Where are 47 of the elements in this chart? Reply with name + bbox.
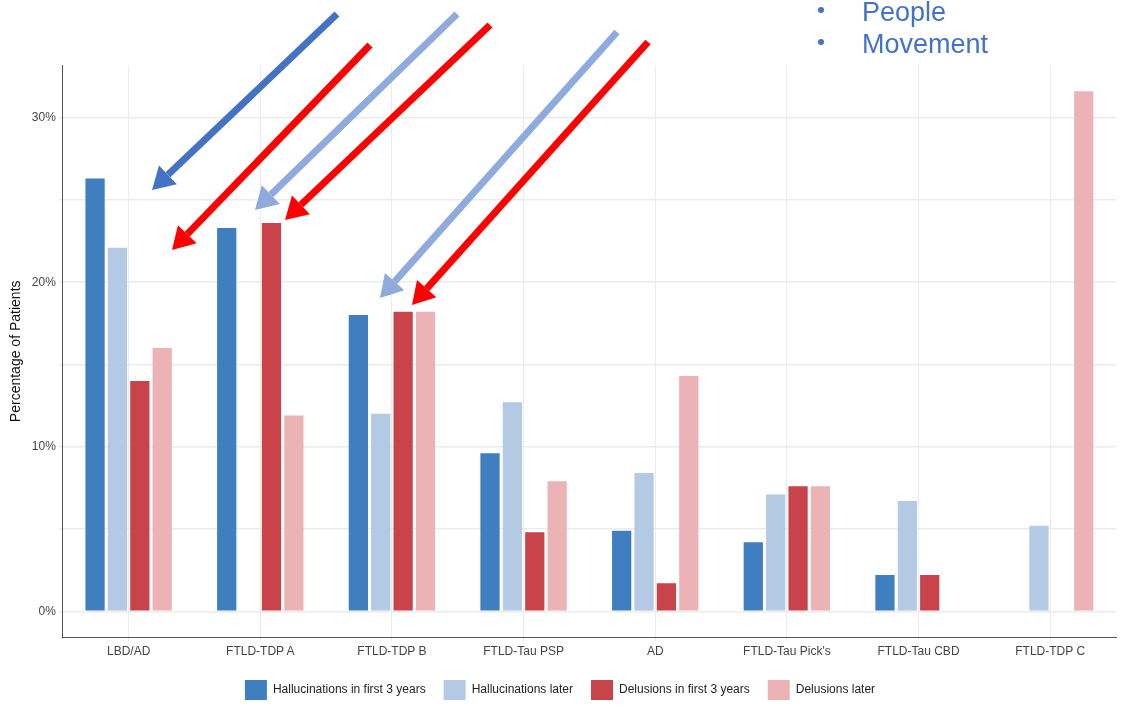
bar	[107, 247, 128, 611]
y-tick-label: 0%	[38, 603, 57, 618]
x-tick-label: FTLD-TDP B	[357, 644, 427, 659]
bar	[766, 494, 786, 611]
bar	[502, 402, 523, 611]
x-tick-label: LBD/AD	[106, 644, 151, 659]
bar	[1074, 91, 1094, 611]
bar	[547, 481, 567, 611]
bar	[810, 486, 831, 611]
x-tick-label: FTLD-TDP C	[1015, 644, 1086, 659]
bar	[788, 486, 808, 611]
legend-label: Hallucinations in first 3 years	[272, 682, 426, 697]
bar	[480, 453, 500, 611]
bar	[284, 415, 304, 611]
bar	[393, 311, 413, 611]
bar	[920, 575, 940, 611]
bar	[525, 532, 545, 611]
y-tick-label: 30%	[31, 109, 57, 124]
bar	[261, 222, 282, 611]
text: People	[861, 0, 947, 27]
x-tick-label: FTLD-Tau PSP	[483, 644, 564, 659]
bar	[130, 380, 150, 611]
y-tick-label: 10%	[31, 439, 57, 454]
bar	[612, 530, 632, 611]
x-tick-label: FTLD-Tau Pick's	[743, 644, 831, 659]
bar	[348, 315, 368, 611]
y-tick-label: 20%	[31, 274, 57, 289]
legend-label: Delusions in first 3 years	[619, 682, 750, 697]
bar	[679, 375, 699, 611]
y-axis-title: Percentage of Patients	[7, 280, 24, 423]
bar	[85, 178, 105, 611]
legend-label: Delusions later	[795, 682, 876, 697]
text: Movement	[861, 29, 988, 59]
x-tick-label: AD	[646, 644, 664, 659]
bar	[1029, 525, 1049, 611]
bar	[897, 501, 917, 611]
bar	[634, 473, 654, 611]
legend-label: Hallucinations later	[471, 682, 574, 697]
bar	[875, 575, 895, 611]
bar	[152, 348, 172, 611]
bar	[656, 583, 677, 611]
bar	[217, 227, 237, 611]
x-tick-label: FTLD-TDP A	[226, 644, 295, 659]
bar	[415, 311, 436, 611]
bar	[371, 413, 391, 611]
bar	[743, 542, 763, 611]
x-tick-label: FTLD-Tau CBD	[877, 644, 960, 659]
